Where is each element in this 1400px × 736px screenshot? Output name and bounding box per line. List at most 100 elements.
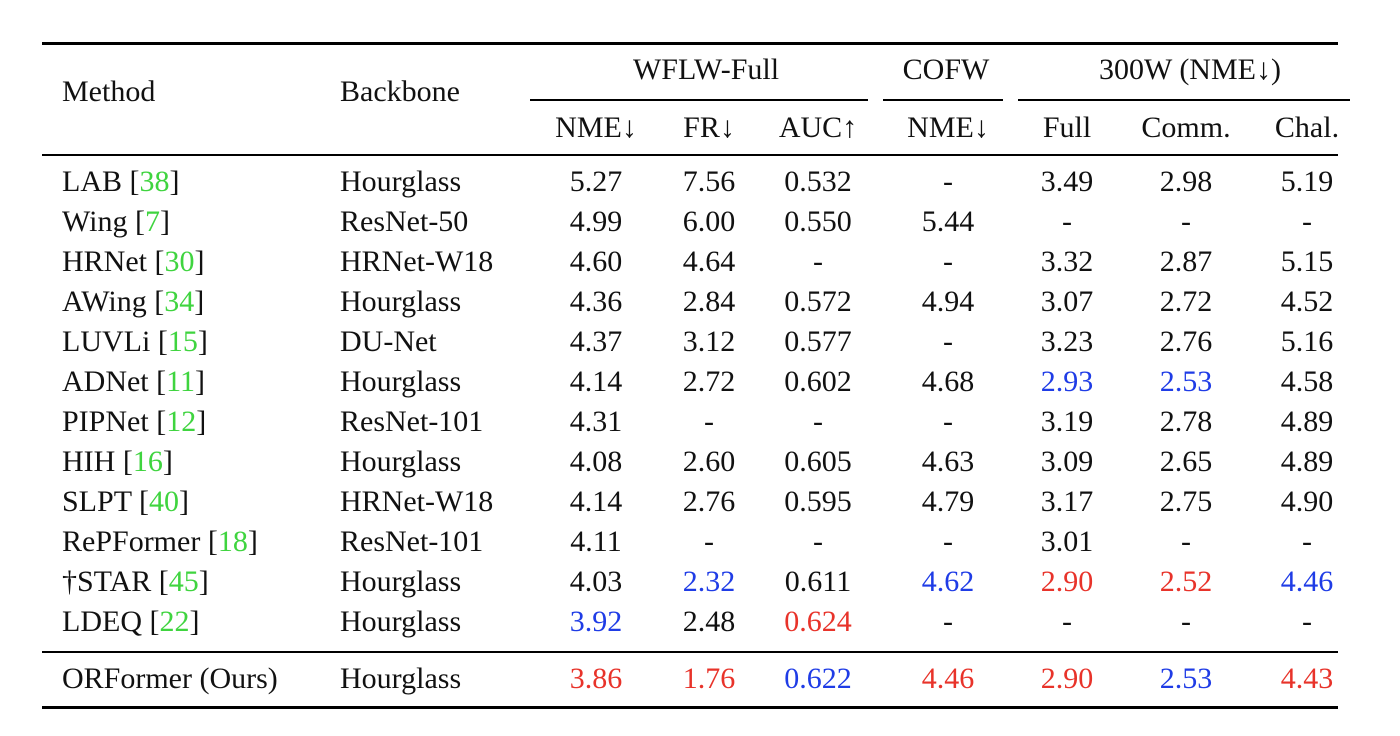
metric-cell: -: [943, 325, 953, 358]
citation-number: 15: [167, 325, 198, 358]
metric-cell: 3.19: [1040, 405, 1094, 438]
method-label: PIPNet: [62, 405, 149, 438]
metric-cell: 0.611: [784, 565, 852, 598]
metric-cell: -: [1181, 605, 1191, 638]
cofw-underline: [883, 99, 1003, 101]
method-name: †STAR [45]: [62, 564, 209, 600]
w300-underline: [1018, 99, 1350, 101]
metric-cell: -: [813, 405, 823, 438]
metric-cell: 4.36: [569, 285, 623, 318]
method-name: ORFormer (Ours): [62, 662, 278, 695]
metric-cell: -: [943, 245, 953, 278]
method-name: AWing [34]: [62, 284, 204, 320]
metric-cell: -: [704, 525, 714, 558]
metric-cell: 2.75: [1159, 485, 1213, 518]
metric-cell: 0.624: [784, 605, 852, 638]
method-label: RePFormer: [62, 525, 201, 558]
metric-cell: 3.49: [1040, 165, 1094, 198]
metric-cell: 2.48: [682, 605, 736, 638]
metric-cell: -: [1181, 525, 1191, 558]
metric-cell: 5.27: [569, 165, 623, 198]
backbone-cell: Hourglass: [340, 285, 462, 318]
citation-ref: [15]: [150, 325, 208, 358]
backbone-header: Backbone: [340, 75, 460, 108]
metric-cell: 4.58: [1280, 365, 1334, 398]
citation-number: 7: [144, 205, 160, 238]
method-name: Wing [7]: [62, 204, 170, 240]
metric-cell: 3.12: [682, 325, 736, 358]
method-label: AWing: [62, 285, 147, 318]
metric-cell: 4.64: [682, 245, 736, 278]
metric-cell: 4.79: [921, 485, 975, 518]
metric-cell: 2.53: [1159, 365, 1213, 398]
method-label: HIH: [62, 445, 116, 478]
metric-cell: 2.53: [1159, 662, 1213, 695]
backbone-cell: Hourglass: [340, 662, 462, 695]
method-name: HRNet [30]: [62, 244, 205, 280]
metric-cell: 2.90: [1040, 565, 1094, 598]
top-rule: [42, 42, 1338, 45]
metric-cell: -: [1302, 205, 1312, 238]
citation-ref: [40]: [131, 485, 189, 518]
citation-ref: [12]: [148, 405, 207, 438]
citation-number: 22: [159, 605, 190, 638]
citation-number: 45: [168, 565, 199, 598]
metric-cell: -: [943, 405, 953, 438]
metric-cell: 0.577: [784, 325, 852, 358]
ours-rule: [42, 651, 1338, 653]
method-label: LDEQ: [62, 605, 142, 638]
backbone-cell: Hourglass: [340, 445, 462, 478]
wflw-underline: [530, 99, 868, 101]
backbone-cell: ResNet-101: [340, 405, 484, 438]
method-name: LAB [38]: [62, 164, 180, 200]
metric-cell: -: [813, 525, 823, 558]
citation-number: 11: [166, 365, 196, 398]
citation-ref: [38]: [122, 165, 180, 198]
wflw-header: WFLW-Full: [632, 53, 780, 86]
metric-cell: -: [704, 405, 714, 438]
backbone-cell: Hourglass: [340, 565, 462, 598]
sub-header: Comm.: [1141, 111, 1231, 144]
metric-cell: -: [943, 165, 953, 198]
metric-cell: 0.572: [784, 285, 852, 318]
metric-cell: 0.602: [784, 365, 852, 398]
metric-cell: -: [813, 245, 823, 278]
metric-cell: 5.19: [1280, 165, 1334, 198]
method-label: LAB: [62, 165, 122, 198]
metric-cell: 5.15: [1280, 245, 1334, 278]
metric-cell: 0.550: [784, 205, 852, 238]
metric-cell: 4.94: [921, 285, 975, 318]
method-name: LDEQ [22]: [62, 604, 199, 640]
metric-cell: 2.84: [682, 285, 736, 318]
citation-number: 38: [139, 165, 170, 198]
citation-ref: [34]: [146, 285, 205, 318]
citation-ref: [45]: [151, 565, 209, 598]
metric-cell: -: [943, 605, 953, 638]
metric-cell: 2.76: [682, 485, 736, 518]
metric-cell: 2.98: [1159, 165, 1213, 198]
metric-cell: -: [1062, 205, 1072, 238]
metric-cell: 3.01: [1040, 525, 1094, 558]
metric-cell: 2.76: [1159, 325, 1213, 358]
header-rule: [42, 154, 1338, 156]
metric-cell: 0.622: [784, 662, 852, 695]
citation-number: 16: [132, 445, 163, 478]
metric-cell: 7.56: [682, 165, 736, 198]
metric-cell: 2.32: [682, 565, 736, 598]
metric-cell: -: [1181, 205, 1191, 238]
citation-number: 12: [166, 405, 197, 438]
metric-cell: 4.31: [569, 405, 623, 438]
metric-cell: 2.60: [682, 445, 736, 478]
metric-cell: 2.78: [1159, 405, 1213, 438]
metric-cell: 2.72: [682, 365, 736, 398]
metric-cell: 4.52: [1280, 285, 1334, 318]
method-label: †STAR: [62, 565, 152, 598]
metric-cell: 3.92: [569, 605, 623, 638]
metric-cell: 2.72: [1159, 285, 1213, 318]
sub-header: Full: [1042, 111, 1092, 144]
metric-cell: -: [1302, 605, 1312, 638]
metric-cell: 4.03: [569, 565, 623, 598]
metric-cell: -: [1062, 605, 1072, 638]
sub-header: NME↓: [907, 111, 989, 144]
metric-cell: 4.11: [570, 525, 622, 558]
